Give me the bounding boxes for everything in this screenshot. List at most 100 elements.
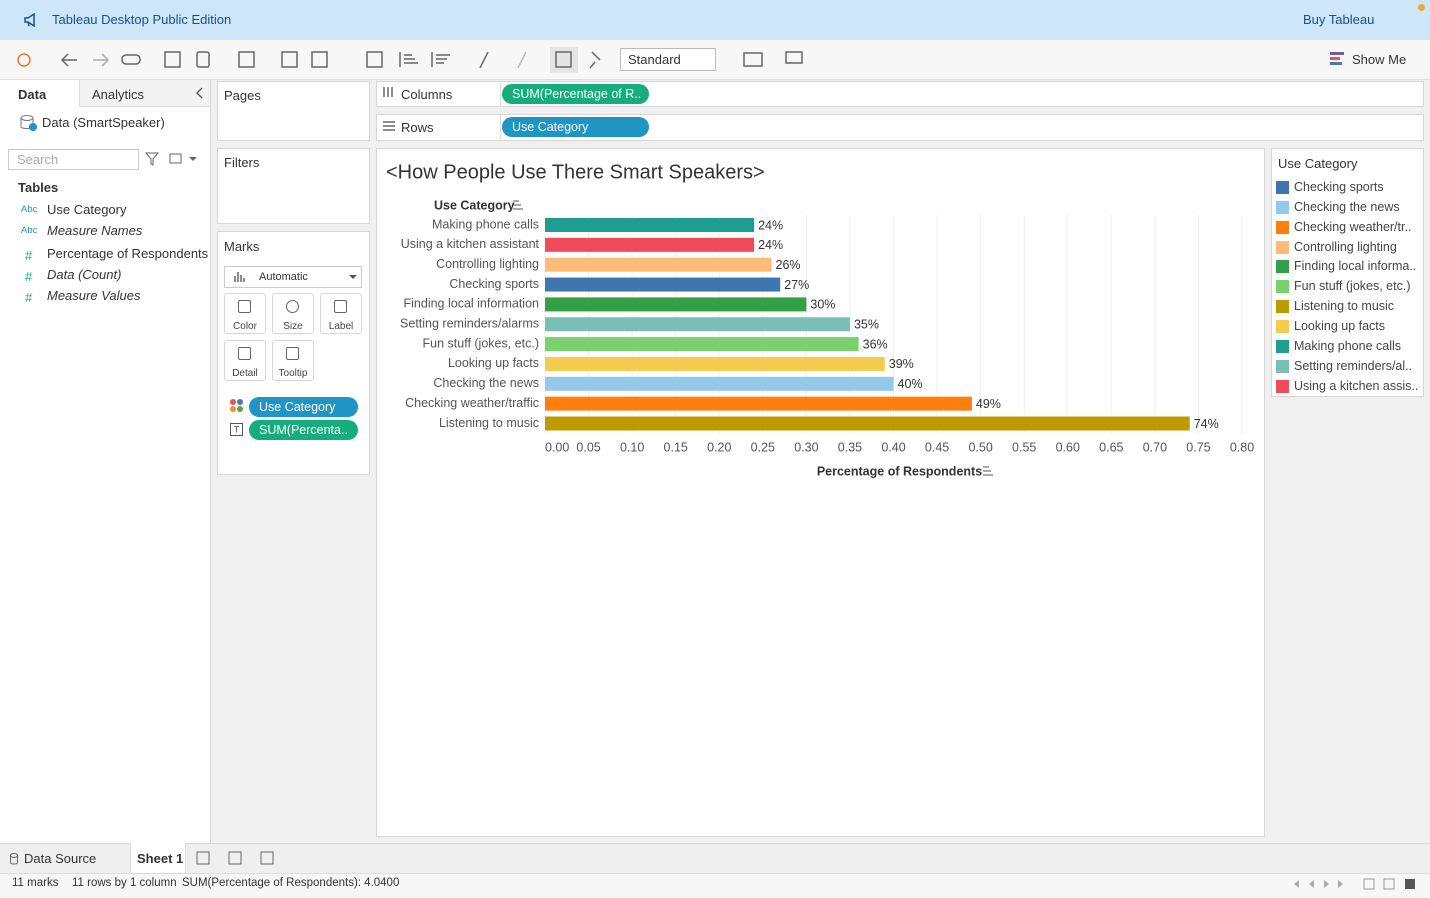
redo[interactable]: [93, 53, 110, 67]
mark-button-label: Tooltip: [278, 368, 308, 379]
data-tab[interactable]: Data: [18, 87, 47, 102]
legend-swatch: [1276, 339, 1289, 353]
x-tick-label: 0.50: [968, 440, 992, 454]
sort-icon[interactable]: [983, 466, 993, 476]
sheet-tab[interactable]: Sheet 1: [130, 843, 186, 873]
mark-button[interactable]: Detail: [224, 340, 266, 381]
shelf-divider: [500, 114, 501, 141]
y-tick-label: Checking sports: [449, 277, 539, 291]
fix-axes[interactable]: [589, 51, 601, 69]
presentation[interactable]: [785, 51, 803, 64]
bar[interactable]: [545, 416, 1190, 431]
sort-icon[interactable]: [513, 200, 523, 210]
analytics-tab[interactable]: Analytics: [92, 87, 145, 102]
legend-swatch: [1276, 200, 1289, 214]
analytics-tab-bg: [79, 80, 210, 107]
bar[interactable]: [545, 337, 859, 352]
duplicate[interactable]: [281, 51, 298, 68]
legend-label[interactable]: Making phone calls: [1294, 338, 1402, 353]
mark-button[interactable]: Tooltip: [272, 340, 314, 381]
clear[interactable]: [311, 51, 328, 68]
columns-pill[interactable]: SUM(Percentage of R..: [502, 84, 649, 104]
annotate[interactable]: [517, 51, 527, 69]
shelf-icons: [383, 87, 395, 131]
label-pill[interactable]: SUM(Percenta..: [249, 420, 358, 440]
replay[interactable]: [121, 54, 141, 65]
swap[interactable]: [366, 51, 383, 68]
legend-label[interactable]: Controlling lighting: [1294, 239, 1397, 254]
data-label: 24%: [758, 218, 783, 232]
legend-label[interactable]: Listening to music: [1294, 299, 1395, 314]
bar[interactable]: [545, 218, 755, 232]
bar[interactable]: [545, 376, 894, 391]
legend-label[interactable]: Checking sports: [1294, 180, 1384, 194]
labels-toggle[interactable]: [555, 51, 572, 68]
mark-button[interactable]: Size: [272, 293, 314, 334]
buy-link[interactable]: Buy Tableau: [1303, 12, 1375, 27]
legend-swatch: [1276, 359, 1289, 373]
filter-icon[interactable]: [144, 152, 160, 166]
columns-label: Columns: [401, 87, 453, 102]
data-label: 30%: [810, 298, 835, 312]
show-me[interactable]: Show Me: [1352, 52, 1407, 67]
legend-label[interactable]: Checking weather/tr..: [1294, 219, 1412, 234]
new-sheet-icons: [196, 851, 274, 865]
field-name[interactable]: Percentage of Respondents: [47, 246, 209, 261]
legend-label[interactable]: Checking the news: [1294, 199, 1400, 214]
field-name[interactable]: Data (Count): [47, 267, 122, 282]
dropdown-icon[interactable]: [189, 157, 197, 161]
legend-label[interactable]: Looking up facts: [1294, 318, 1386, 333]
view-icon[interactable]: [169, 153, 182, 164]
data-label: 24%: [758, 238, 783, 252]
data-label: 39%: [889, 357, 914, 371]
data-label: 27%: [784, 278, 809, 292]
datasource-tab-icon: [10, 853, 18, 865]
legend-swatch: [1276, 300, 1289, 314]
bar[interactable]: [545, 237, 755, 252]
save[interactable]: [164, 51, 181, 68]
bar[interactable]: [545, 297, 807, 312]
color-pill[interactable]: Use Category: [249, 397, 358, 417]
chart-title: <How People Use There Smart Speakers>: [386, 161, 765, 183]
mark-type-dropdown[interactable]: Automatic: [224, 266, 362, 288]
x-tick-label: 0.55: [1012, 440, 1036, 454]
collapse-icon[interactable]: [194, 87, 204, 99]
data-label: 40%: [898, 377, 923, 391]
view-cards[interactable]: [743, 52, 763, 67]
new-datasource[interactable]: [196, 51, 210, 68]
bar[interactable]: [545, 257, 772, 272]
undo[interactable]: [60, 53, 77, 67]
sort-desc[interactable]: [431, 52, 450, 67]
rows-pill[interactable]: Use Category: [502, 117, 649, 137]
legend-label[interactable]: Fun stuff (jokes, etc.): [1294, 279, 1411, 294]
field-name[interactable]: Measure Names: [47, 223, 143, 238]
legend-label[interactable]: Using a kitchen assis..: [1294, 378, 1419, 393]
bar[interactable]: [545, 396, 972, 411]
mark-button[interactable]: Color: [224, 293, 266, 334]
sort-asc[interactable]: [399, 52, 418, 67]
y-tick-label: Using a kitchen assistant: [401, 237, 540, 251]
pages-title: Pages: [224, 88, 261, 103]
legend-label[interactable]: Finding local informa..: [1294, 259, 1417, 274]
fit-dropdown[interactable]: Standard: [620, 48, 716, 71]
mark-button[interactable]: Label: [320, 293, 362, 334]
datasource-tab[interactable]: Data Source: [24, 851, 97, 866]
datasource-name[interactable]: Data (SmartSpeaker): [42, 115, 165, 130]
field-name[interactable]: Use Category: [47, 202, 127, 217]
svg-text:T: T: [234, 424, 240, 434]
bar[interactable]: [545, 356, 885, 371]
bar[interactable]: [545, 277, 781, 292]
y-axis-title[interactable]: Use Category: [434, 198, 515, 212]
labels-toggle-bg: [550, 47, 578, 73]
new-worksheet[interactable]: [196, 851, 210, 865]
bar[interactable]: [545, 317, 850, 332]
x-tick-label: 0.80: [1230, 440, 1254, 454]
legend-label[interactable]: Setting reminders/al..: [1294, 358, 1413, 373]
new-sheet[interactable]: [238, 51, 255, 68]
new-story[interactable]: [260, 851, 274, 865]
highlight[interactable]: [479, 51, 489, 69]
search-box[interactable]: Search: [8, 149, 139, 170]
new-dashboard[interactable]: [228, 851, 242, 865]
field-name[interactable]: Measure Values: [47, 288, 141, 303]
field-type-icon: Abc: [21, 225, 38, 236]
